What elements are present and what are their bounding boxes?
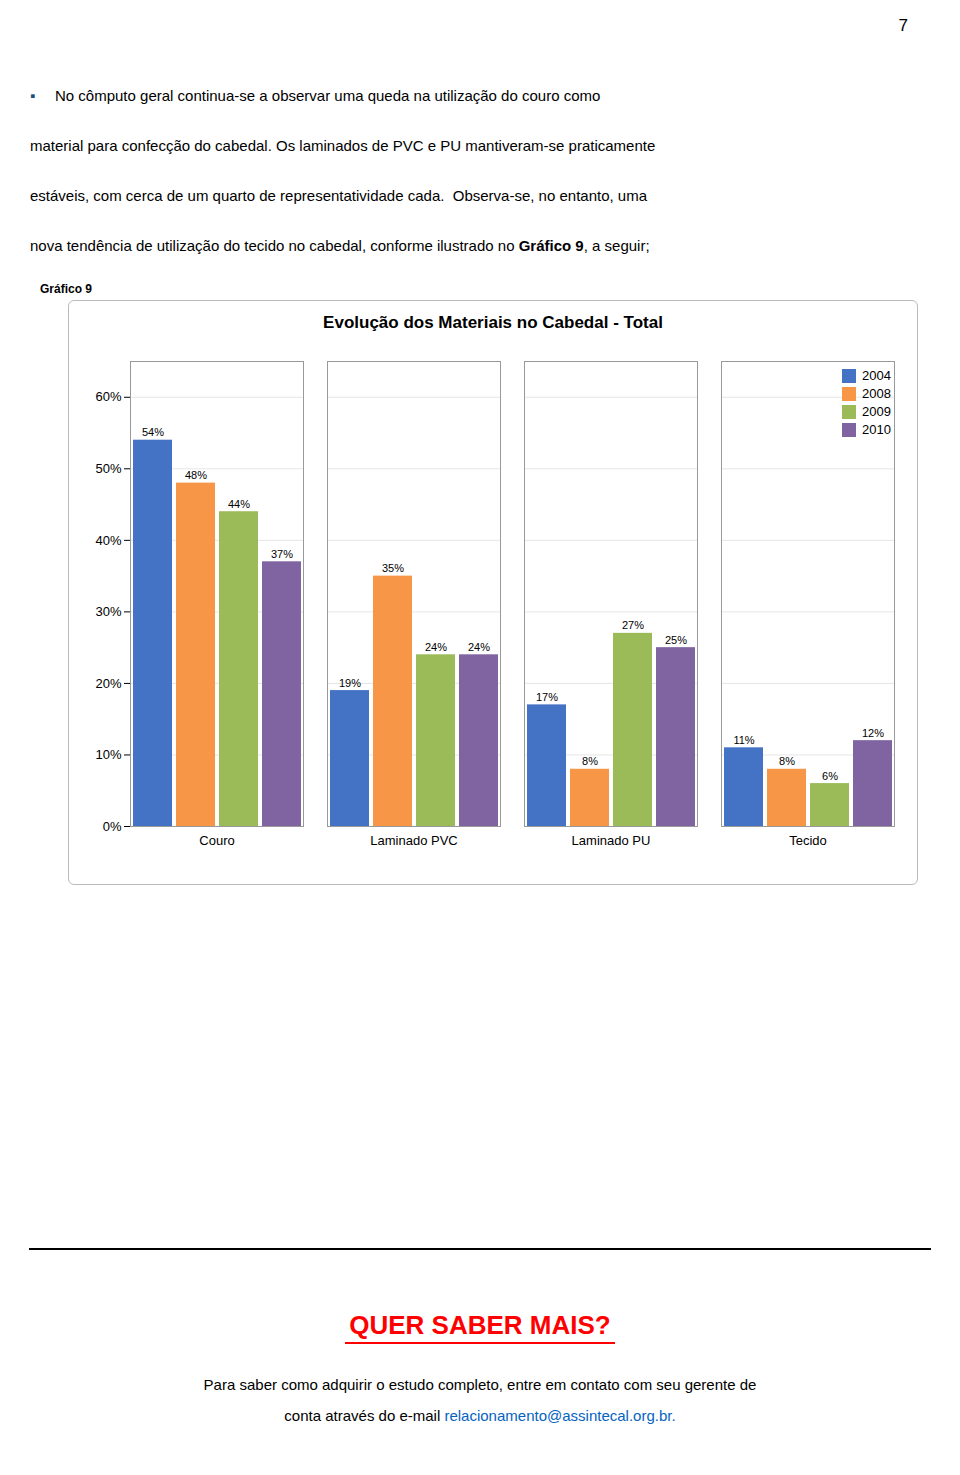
svg-text:60%: 60% [95,389,121,404]
svg-text:24%: 24% [425,641,447,653]
svg-text:11%: 11% [733,734,754,746]
html-text:7: 7 [898,16,908,35]
svg-text:17%: 17% [536,691,558,703]
html-text:nova tendência de utilização d: nova tendência de utilização do tecido n… [30,237,650,254]
svg-text:30%: 30% [95,604,121,619]
html-text:QUER SABER MAIS?: QUER SABER MAIS? [349,1310,611,1340]
html-text:2010: 2010 [862,422,891,437]
html-text:2008: 2008 [862,386,891,401]
html-text:Gráfico 9: Gráfico 9 [40,282,92,296]
svg-text:10%: 10% [95,747,121,762]
svg-text:27%: 27% [622,619,644,631]
html-text:material para confecção do cab: material para confecção do cabedal. Os l… [30,137,656,154]
html-text:Para saber como adquirir o est: Para saber como adquirir o estudo comple… [203,1376,757,1393]
svg-text:50%: 50% [95,461,121,476]
svg-text:19%: 19% [339,677,361,689]
svg-text:8%: 8% [779,755,795,767]
svg-text:0%: 0% [103,819,122,834]
svg-text:35%: 35% [382,562,404,574]
html-text:Evolução dos Materiais no Cabe: Evolução dos Materiais no Cabedal - Tota… [323,313,663,332]
svg-text:37%: 37% [271,548,293,560]
svg-text:Laminado PVC: Laminado PVC [370,833,457,848]
html-text:estáveis, com cerca de um quar: estáveis, com cerca de um quarto de repr… [30,187,647,204]
svg-text:20%: 20% [95,676,121,691]
svg-text:8%: 8% [582,755,598,767]
html-text:No cômputo geral continua-se a: No cômputo geral continua-se a observar … [55,87,601,104]
svg-text:48%: 48% [185,469,207,481]
svg-text:54%: 54% [142,426,164,438]
svg-text:40%: 40% [95,533,121,548]
html-text:2004: 2004 [862,368,891,383]
svg-text:44%: 44% [228,498,250,510]
svg-text:24%: 24% [468,641,490,653]
html-text:conta através do e-mail relaci: conta através do e-mail relacionamento@a… [284,1407,676,1424]
svg-text:12%: 12% [862,727,884,739]
svg-text:Couro: Couro [199,833,234,848]
svg-text:25%: 25% [665,634,687,646]
svg-text:Tecido: Tecido [789,833,827,848]
svg-text:6%: 6% [822,770,838,782]
svg-text:Laminado PU: Laminado PU [572,833,651,848]
html-text:2009: 2009 [862,404,891,419]
